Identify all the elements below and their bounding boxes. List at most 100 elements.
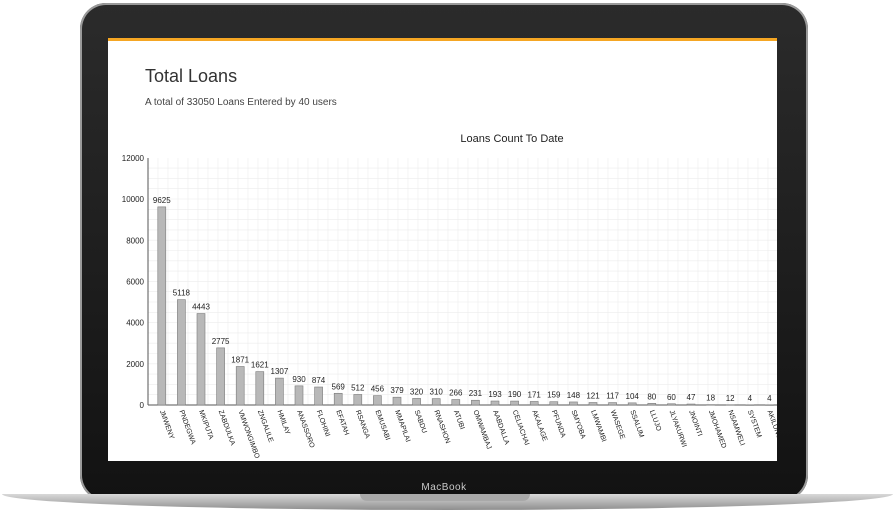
bar [431, 398, 441, 406]
chart-title: Loans Count To Date [460, 133, 563, 145]
bar [627, 402, 637, 406]
bar [745, 404, 755, 406]
bar [235, 366, 245, 406]
bar [667, 403, 676, 406]
bar-value-label: 1307 [271, 367, 289, 376]
bar [490, 400, 500, 406]
bar [569, 401, 578, 406]
bar-value-label: 47 [687, 393, 696, 402]
x-axis-labels: JMWENY PNDEGWA MKIPUTA ZABDULKA VMWONGIMBOZN… [158, 409, 777, 460]
device-label: MacBook [421, 482, 467, 493]
x-tick-label: ANASSORO [295, 409, 315, 449]
x-tick-label: RSANGA [354, 409, 371, 439]
bar-value-label: 379 [390, 386, 404, 395]
screen: Total Loans A total of 33050 Loans Enter… [108, 38, 777, 461]
bar [451, 399, 461, 406]
bar-value-label: 4443 [192, 303, 210, 312]
x-tick-label: PFUNDA [550, 409, 567, 439]
bar-value-label: 1621 [251, 361, 269, 370]
x-tick-label: ATUBI [452, 409, 465, 430]
bar-value-label: 320 [410, 387, 424, 396]
y-tick-label: 12000 [122, 154, 145, 163]
x-tick-label: FLOHINI [315, 409, 331, 437]
x-tick-label: ZABDULKA [217, 409, 236, 446]
x-tick-label: LMWAMBI [589, 409, 607, 443]
bar [216, 347, 225, 406]
x-tick-label: LLUJO [648, 409, 662, 432]
bar [588, 402, 598, 406]
bar-value-label: 121 [586, 392, 600, 401]
bar [353, 394, 363, 406]
x-tick-label: MMAPILAI [393, 409, 411, 443]
bar [177, 299, 186, 406]
laptop-base [2, 494, 893, 510]
x-tick-label: JLYAKURWI [668, 409, 688, 448]
x-tick-label: SYSTEM [746, 409, 762, 439]
bar-value-label: 190 [508, 390, 522, 399]
bar-value-label: 569 [332, 382, 346, 391]
x-tick-label: EFATAH [334, 409, 350, 436]
y-tick-label: 4000 [126, 319, 144, 328]
bar [608, 402, 617, 406]
x-tick-label: WASEGE [609, 409, 626, 440]
bar [549, 401, 559, 406]
x-tick-label: OMWAMBAJ [472, 409, 493, 450]
laptop-notch [360, 494, 530, 501]
bar [647, 403, 657, 406]
bar-value-label: 171 [528, 390, 542, 399]
bar-value-label: 18 [706, 394, 715, 403]
bar [471, 399, 480, 406]
page-title: Total Loans [145, 66, 238, 86]
x-tick-label: JMOHAMED [707, 409, 727, 449]
bar-value-label: 9625 [153, 196, 171, 205]
bar [333, 392, 343, 406]
x-tick-label: RNASHON [432, 409, 451, 444]
x-tick-label: HMILAY [276, 409, 291, 436]
bar [765, 404, 774, 406]
x-tick-label: AKALAGE [530, 409, 548, 442]
bar [196, 313, 206, 406]
bar-value-label: 930 [292, 375, 306, 384]
bar-value-label: 4 [748, 394, 753, 403]
bar-value-label: 80 [647, 392, 656, 401]
bar-value-label: 12 [726, 394, 735, 403]
x-tick-label: AABDALLA [491, 409, 510, 446]
bar-value-label: 266 [449, 389, 463, 398]
bar [255, 371, 265, 406]
bar-value-label: 2775 [212, 337, 230, 346]
y-tick-label: 10000 [122, 195, 145, 204]
bar-value-label: 60 [667, 393, 676, 402]
page-subtitle: A total of 33050 Loans Entered by 40 use… [145, 97, 337, 108]
bar [392, 396, 402, 406]
x-tick-label: SSALUM [628, 409, 644, 439]
bar-value-label: 148 [567, 391, 581, 400]
y-tick-label: 6000 [126, 278, 144, 287]
x-tick-label: JMWENY [158, 409, 175, 440]
loans-bar-chart: Loans Count To Date 0 2000 4000 6000 8000 100… [122, 133, 777, 460]
bar [725, 404, 735, 406]
x-tick-label: CELIACHAI [511, 409, 530, 446]
bar [412, 398, 421, 406]
bar [373, 395, 382, 406]
bar-value-label: 193 [488, 390, 502, 399]
bar-value-label: 117 [606, 392, 619, 401]
bar-value-label: 104 [626, 392, 640, 401]
bar [686, 403, 696, 406]
bar [294, 385, 304, 406]
bar-value-label: 310 [430, 388, 444, 397]
y-tick-label: 0 [140, 401, 145, 410]
bar-value-label: 4 [767, 394, 772, 403]
x-tick-label: SABDU [413, 409, 428, 434]
x-tick-label: EMUSABI [374, 409, 391, 441]
x-tick-label: SMYOBA [570, 409, 587, 440]
x-tick-label: MKIPUTA [197, 409, 214, 440]
bar-value-label: 231 [469, 389, 483, 398]
bar [706, 404, 715, 406]
bar-value-label: 5118 [173, 289, 191, 298]
bar-value-label: 874 [312, 376, 326, 385]
bar-value-label: 456 [371, 385, 385, 394]
bar-value-label: 512 [351, 383, 365, 392]
bar-value-label: 1871 [231, 355, 249, 364]
x-tick-label: PNDEGWA [178, 409, 197, 445]
